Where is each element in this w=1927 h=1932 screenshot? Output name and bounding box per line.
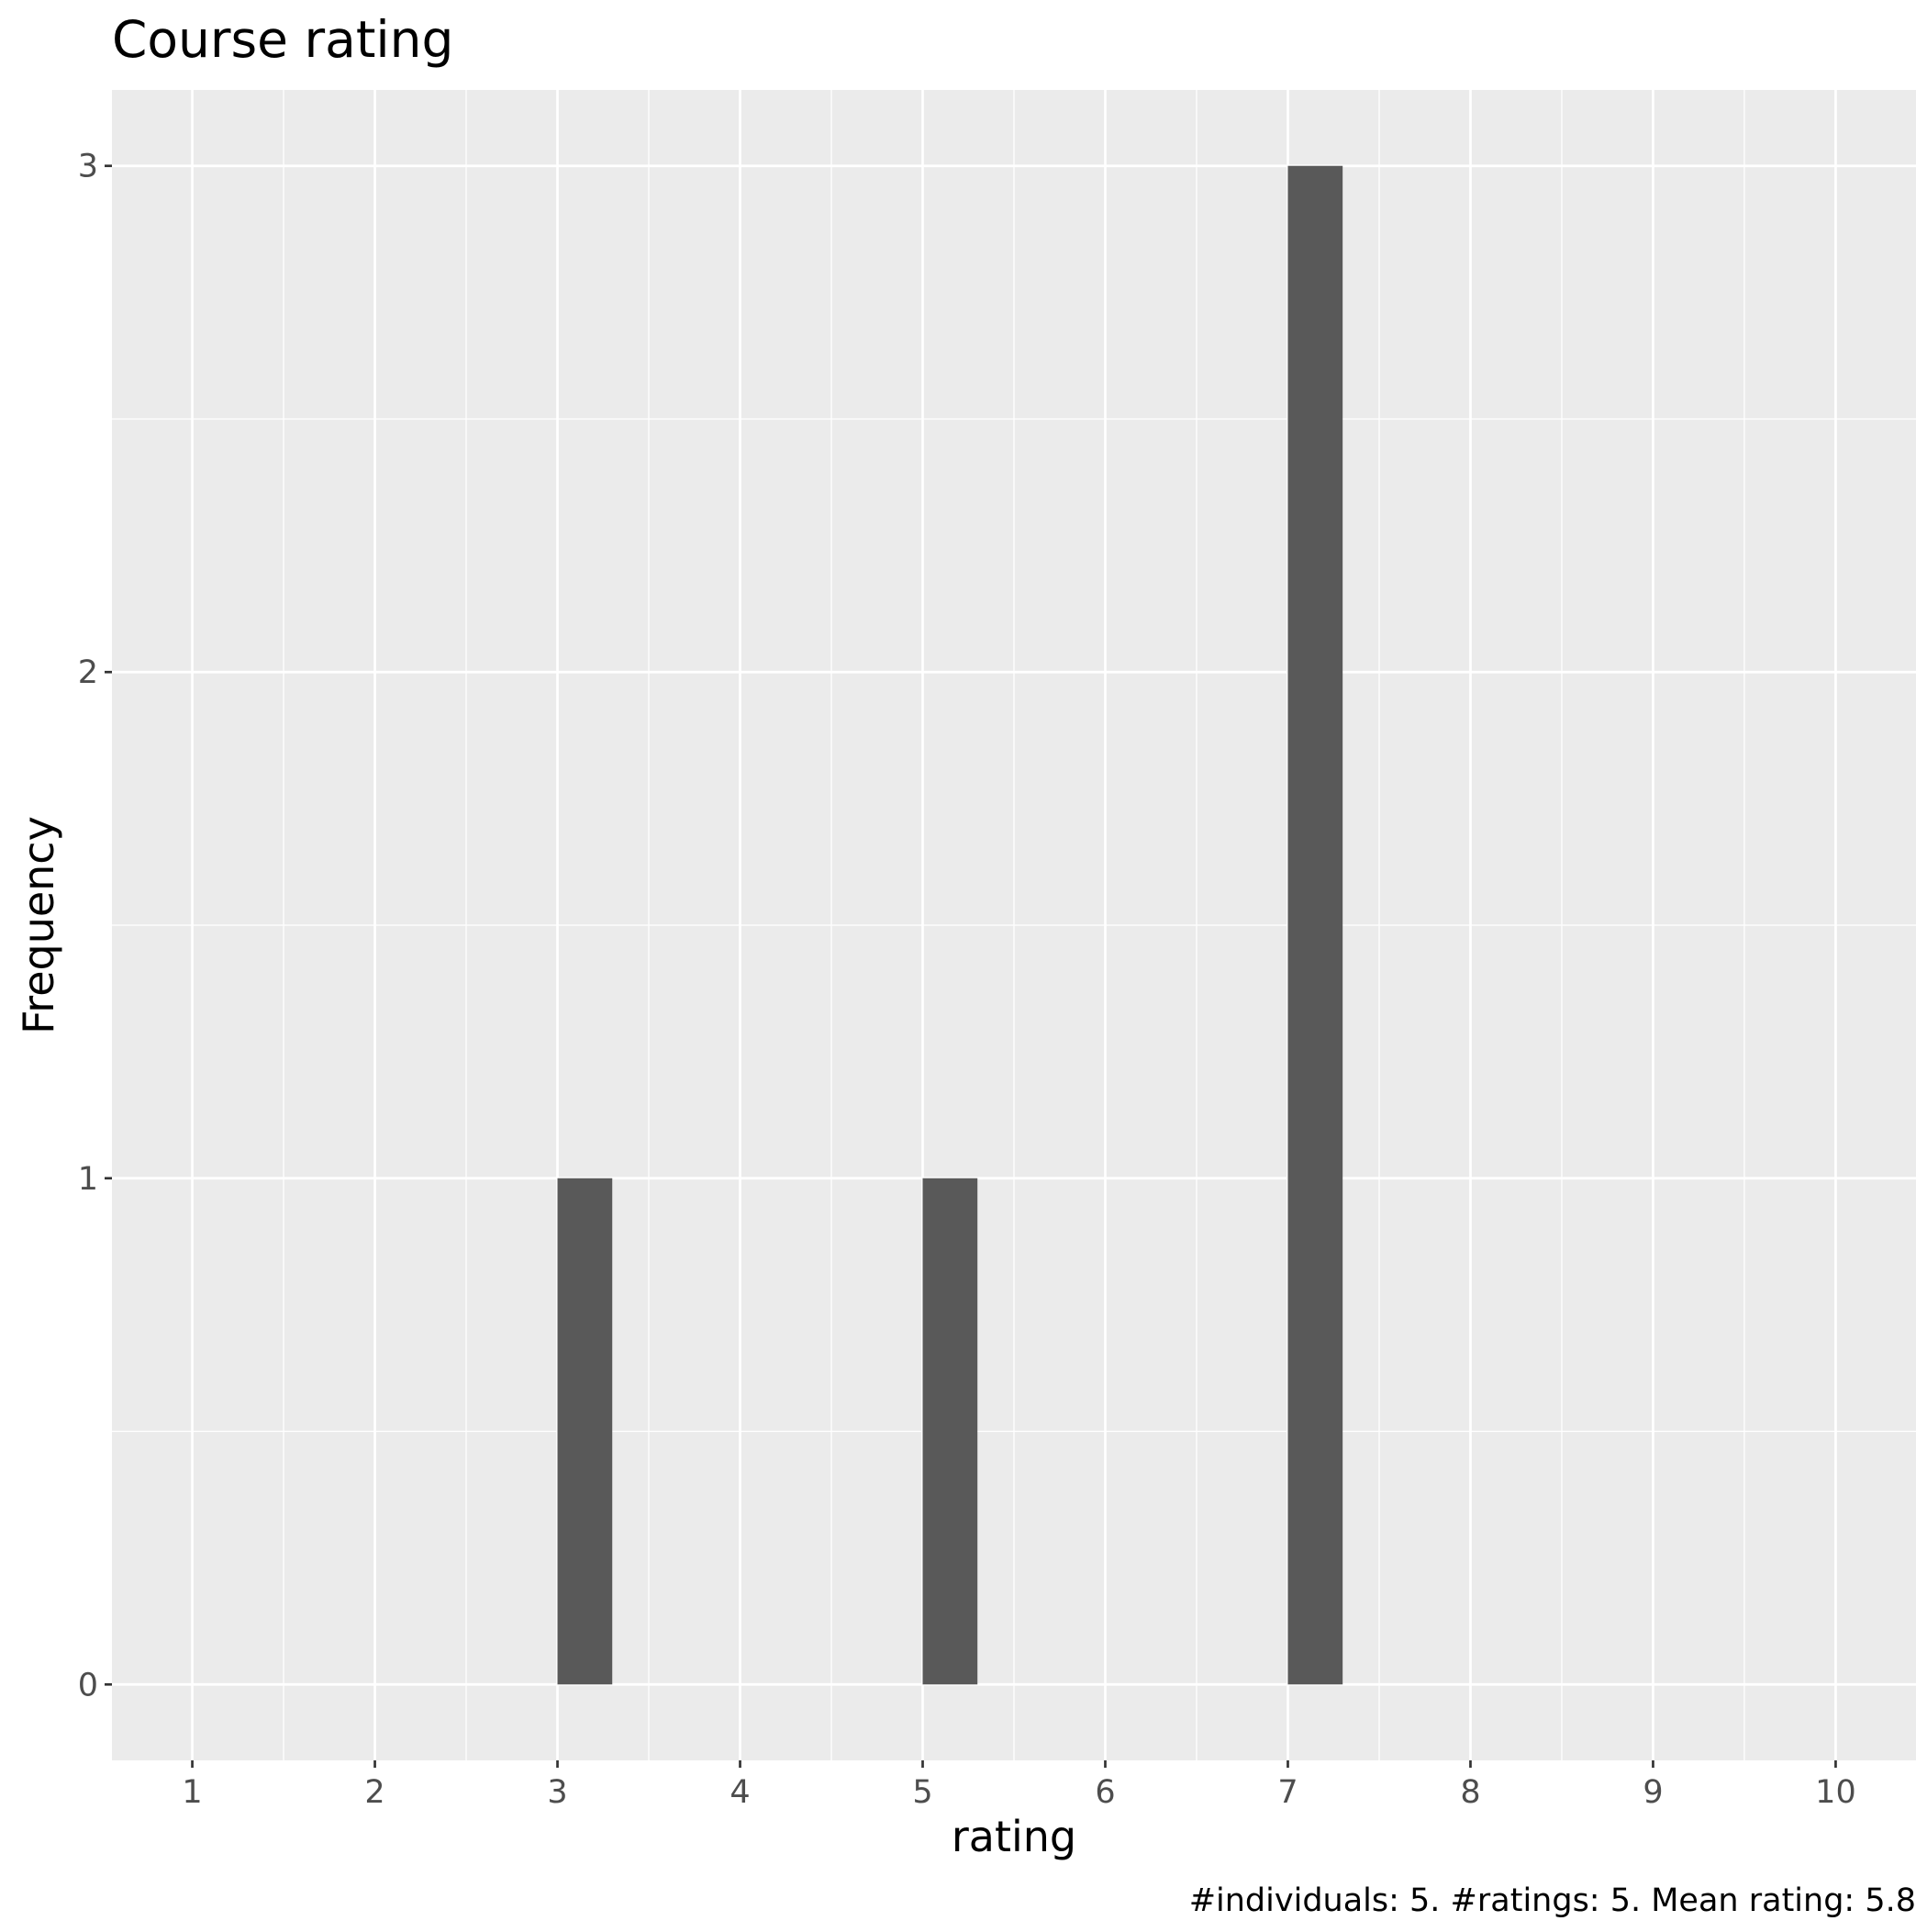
bar-rating-3: [557, 1178, 613, 1685]
y-tick-label: 3: [78, 149, 98, 185]
chart-title: Course rating: [112, 10, 453, 69]
chart-caption: #individuals: 5. #ratings: 5. Mean ratin…: [1189, 1882, 1916, 1919]
bars: [557, 165, 1343, 1685]
x-tick-label: 3: [547, 1774, 567, 1811]
x-axis: 1 2 3 4 5 6 7 8 9 10: [182, 1760, 1856, 1811]
bar-rating-5: [922, 1178, 978, 1685]
x-tick-label: 5: [912, 1774, 932, 1811]
x-tick-label: 10: [1815, 1774, 1856, 1811]
x-tick-label: 9: [1643, 1774, 1663, 1811]
y-axis: 0 1 2 3: [78, 149, 112, 1703]
x-tick-label: 7: [1277, 1774, 1298, 1811]
x-tick-label: 8: [1460, 1774, 1480, 1811]
minor-gridlines: [112, 90, 1916, 1760]
x-tick-label: 4: [730, 1774, 750, 1811]
y-tick-label: 2: [78, 654, 98, 691]
x-tick-label: 1: [182, 1774, 202, 1811]
x-tick-label: 2: [364, 1774, 384, 1811]
y-axis-title: Frequency: [14, 816, 63, 1034]
bar-rating-7: [1287, 165, 1343, 1685]
y-tick-label: 1: [78, 1161, 98, 1198]
x-axis-title: rating: [952, 1812, 1076, 1861]
x-tick-label: 6: [1095, 1774, 1115, 1811]
y-tick-label: 0: [78, 1667, 98, 1703]
